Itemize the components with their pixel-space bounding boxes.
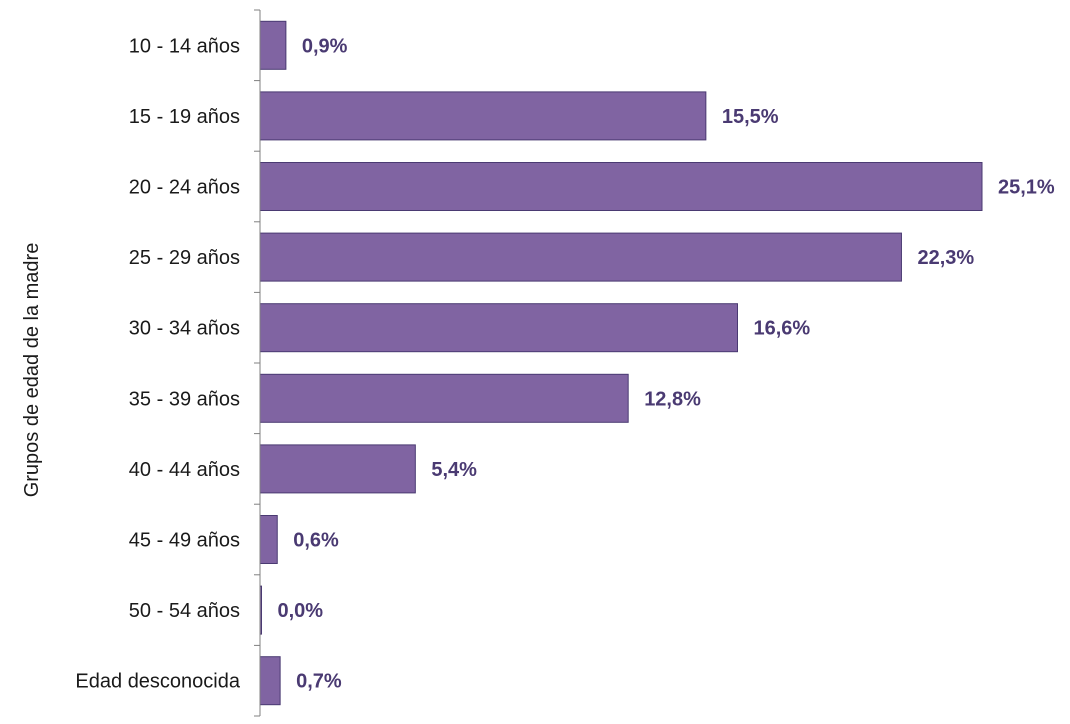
category-label-0: 10 - 14 años [129, 35, 240, 57]
value-label-6: 5,4% [431, 459, 477, 481]
value-label-4: 16,6% [753, 318, 810, 340]
bars-group: 0,9% 15,5% 25,1% 22,3% 16,6% 12,8% 5,4% 0,6% 0,0… [259, 20, 1055, 706]
bar-2 [259, 162, 983, 211]
category-label-6: 40 - 44 años [129, 459, 240, 481]
value-label-2: 25,1% [998, 177, 1055, 199]
value-label-5: 12,8% [644, 388, 701, 410]
value-label-9: 0,7% [296, 671, 342, 693]
value-label-0: 0,9% [302, 35, 348, 57]
y-axis: 10 - 14 años 15 - 19 años 20 - 24 años 25 -… [75, 9, 261, 717]
category-label-1: 15 - 19 años [129, 106, 240, 128]
bar-4 [259, 303, 738, 353]
bar-6 [259, 444, 416, 494]
bar-9 [259, 656, 281, 706]
category-label-8: 50 - 54 años [129, 600, 240, 622]
category-label-7: 45 - 49 años [129, 530, 240, 552]
bar-5 [259, 373, 629, 423]
category-label-2: 20 - 24 años [129, 177, 240, 199]
value-label-8: 0,0% [278, 600, 324, 622]
value-label-1: 15,5% [722, 106, 779, 128]
category-label-5: 35 - 39 años [129, 388, 240, 410]
category-label-9: Edad desconocida [75, 671, 240, 693]
bar-7 [259, 515, 278, 564]
bar-3 [259, 232, 902, 282]
value-label-7: 0,6% [293, 530, 339, 552]
y-axis-title: Grupos de edad de la madre [21, 243, 43, 498]
bar-1 [259, 91, 707, 141]
bar-0 [259, 20, 287, 70]
category-label-3: 25 - 29 años [129, 247, 240, 269]
value-label-3: 22,3% [917, 247, 974, 269]
category-label-4: 30 - 34 años [129, 318, 240, 340]
